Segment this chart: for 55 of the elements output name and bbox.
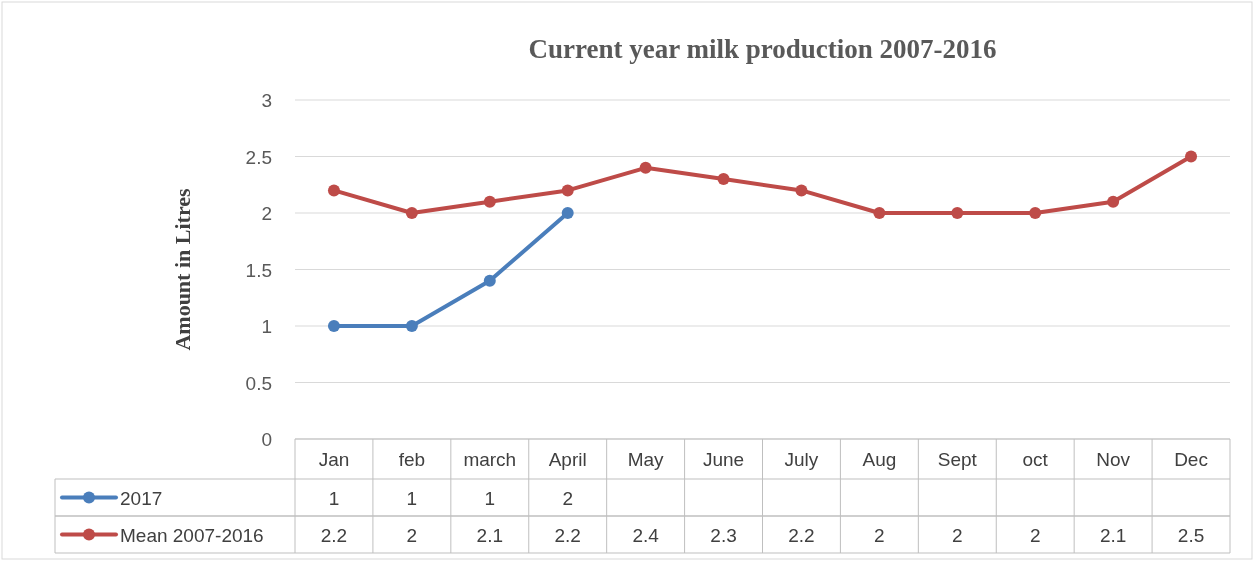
x-tick-label: oct xyxy=(1022,449,1049,470)
point xyxy=(327,184,340,197)
data-label: 2 xyxy=(1029,524,1041,546)
legend-label: Mean 2007-2016 xyxy=(120,524,264,546)
x-tick-label: Nov xyxy=(1096,449,1131,470)
point xyxy=(873,207,886,219)
x-tick-label: April xyxy=(548,449,587,470)
point xyxy=(483,195,496,208)
point xyxy=(561,207,574,219)
y-tick-label: 2 xyxy=(261,203,272,224)
y-tick-label: 0.5 xyxy=(245,372,272,394)
x-tick-label: feb xyxy=(398,449,426,470)
x-tick-label: Aug xyxy=(862,449,897,470)
point xyxy=(561,184,574,197)
y-tick-label: 1.5 xyxy=(245,259,272,281)
y-axis-title: Amount in Litres xyxy=(170,187,195,351)
data-label: 2.2 xyxy=(554,524,581,546)
point xyxy=(327,320,340,332)
point xyxy=(795,184,808,197)
data-label: 2.2 xyxy=(320,524,348,546)
point xyxy=(717,173,730,186)
point xyxy=(405,207,418,219)
x-tick-label: July xyxy=(784,449,819,470)
x-tick-label: June xyxy=(702,449,745,470)
x-tick-label: May xyxy=(627,449,665,470)
data-label: 2.5 xyxy=(1177,524,1205,546)
point xyxy=(405,320,418,332)
data-label: 2 xyxy=(406,524,418,546)
x-tick-label: Jan xyxy=(318,449,350,470)
y-tick-label: 2.5 xyxy=(245,146,272,168)
point xyxy=(951,207,964,219)
data-label: 2.2 xyxy=(788,524,815,546)
data-label: 2.1 xyxy=(1099,524,1127,546)
data-label: 2.1 xyxy=(476,524,503,546)
data-label: 2 xyxy=(952,524,963,546)
point xyxy=(1185,150,1198,163)
x-tick-label: Dec xyxy=(1174,449,1208,470)
data-label: 2 xyxy=(874,524,885,546)
y-tick-label: 0 xyxy=(261,429,272,450)
y-tick-label: 1 xyxy=(261,316,272,337)
legend-label: 2017 xyxy=(120,487,163,509)
data-label: 1 xyxy=(406,487,418,509)
data-label: 2.3 xyxy=(710,524,737,546)
x-tick-label: Sept xyxy=(937,449,978,470)
point xyxy=(1029,207,1042,219)
point xyxy=(483,274,496,287)
point xyxy=(639,161,652,174)
data-label: 1 xyxy=(484,487,496,509)
data-label: 2 xyxy=(562,487,573,509)
data-label: 2.4 xyxy=(632,524,660,546)
point xyxy=(1107,195,1120,208)
data-label: 1 xyxy=(328,487,340,509)
x-tick-label: march xyxy=(463,449,517,470)
chart-title: Current year milk production 2007-2016 xyxy=(528,34,997,64)
y-tick-label: 3 xyxy=(261,90,272,111)
